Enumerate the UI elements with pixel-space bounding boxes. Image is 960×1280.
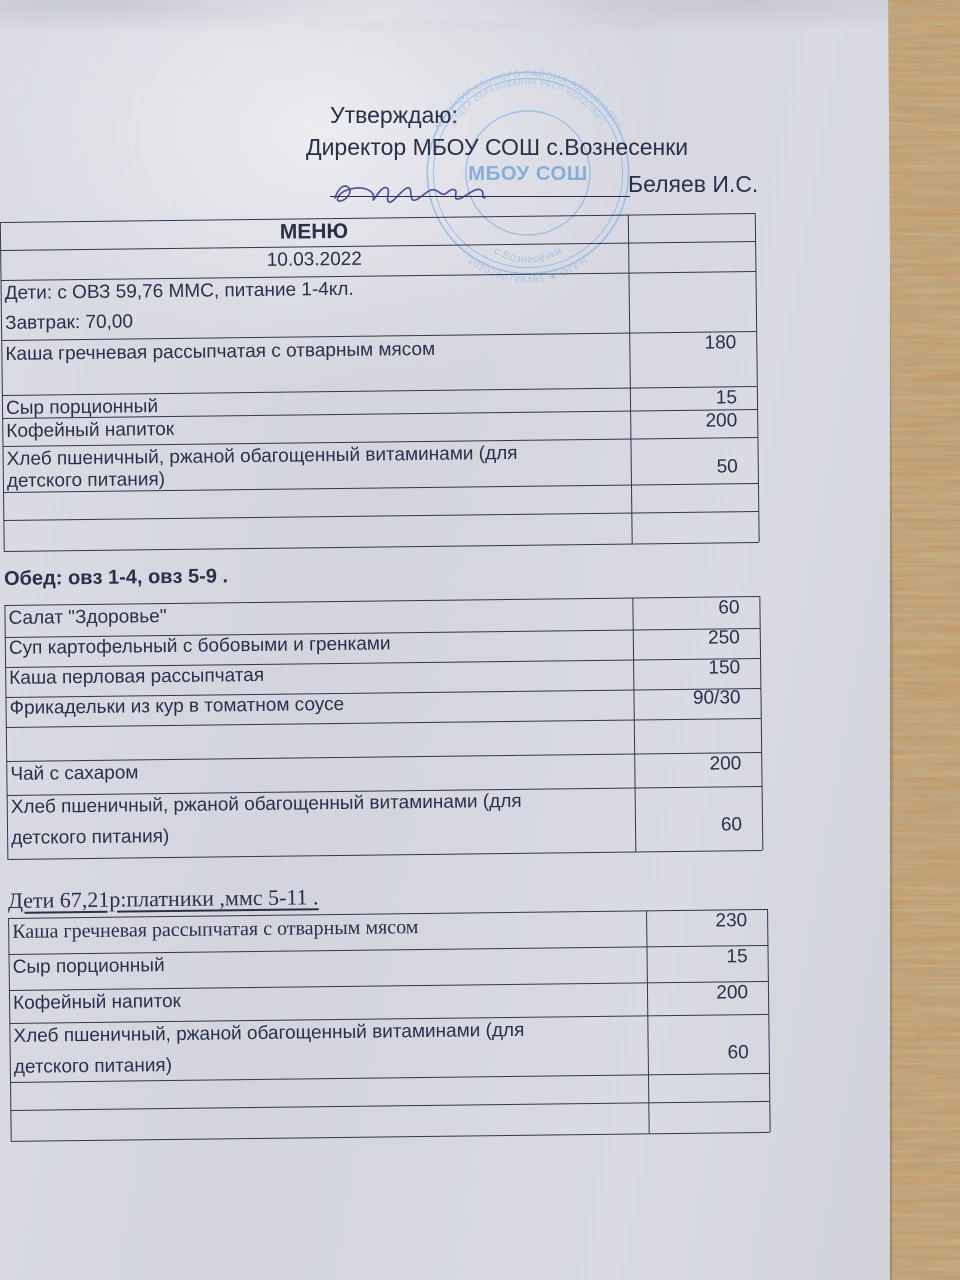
svg-text:с.Вознесенки: с.Вознесенки [492,245,564,266]
svg-text:МУНИЦИПАЛЬНОГО РАЙОНА АДМИНИСТ: МУНИЦИПАЛЬНОГО РАЙОНА АДМИНИСТР [433,68,624,131]
